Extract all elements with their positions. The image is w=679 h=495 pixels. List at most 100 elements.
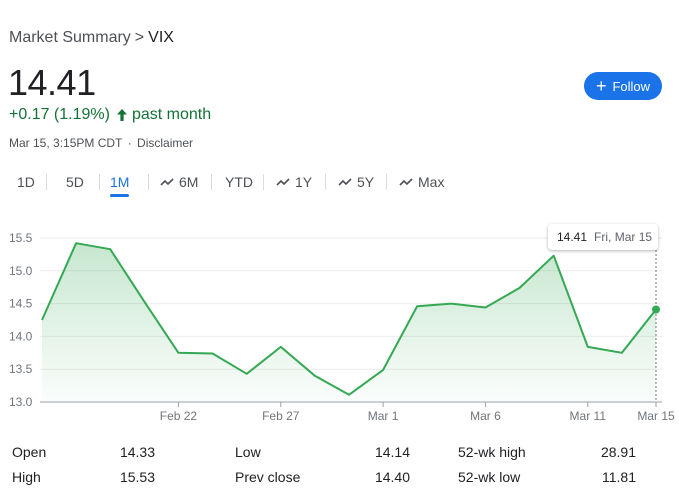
trend-line-icon	[276, 178, 290, 186]
tab-divider	[148, 174, 149, 190]
tab-1d[interactable]: 1D	[17, 170, 35, 194]
tab-divider	[386, 174, 387, 190]
tab-label: 5D	[66, 174, 84, 190]
active-tab-indicator	[110, 194, 130, 197]
stat-value: 11.81	[602, 469, 636, 485]
chart-tooltip: 14.41 Fri, Mar 15	[548, 224, 658, 250]
tab-label: 1Y	[295, 174, 313, 190]
hover-point-marker	[652, 305, 660, 314]
x-tick-label: Mar 11	[570, 409, 607, 423]
data-point[interactable]	[381, 368, 385, 372]
tab-5d[interactable]: 5D	[66, 170, 84, 194]
data-point[interactable]	[279, 345, 283, 349]
y-tick-label: 13.5	[9, 362, 33, 376]
tab-divider	[211, 174, 212, 190]
tab-label: Max	[418, 174, 445, 190]
tab-1y[interactable]: 1Y	[276, 170, 312, 194]
y-tick-label: 15.0	[9, 264, 33, 278]
price-line-chart[interactable]: 15.5 15.0 14.5 14.0 13.5 13.0 Feb 22 Feb 27 Mar…	[0, 215, 679, 430]
price-change-period: past month	[131, 106, 212, 123]
follow-button[interactable]: + Follow	[584, 72, 662, 100]
series-area-fill	[42, 243, 656, 402]
stat-label: Open	[12, 444, 47, 460]
x-tick-label: Feb 22	[160, 409, 198, 423]
stat-low: Low 14.14	[235, 444, 410, 462]
data-point[interactable]	[108, 247, 112, 251]
price-change-value: +0.17 (1.19%)	[9, 106, 110, 123]
quote-timestamp-line: Mar 15, 3:15PM CDT · Disclaimer	[9, 136, 193, 150]
tab-label: 1D	[17, 174, 35, 190]
data-point[interactable]	[313, 374, 317, 378]
x-tick-label: Mar 1	[368, 409, 399, 423]
data-point[interactable]	[415, 304, 419, 308]
tab-divider	[325, 174, 326, 190]
stat-value: 14.33	[119, 444, 155, 460]
data-point[interactable]	[176, 351, 180, 355]
stat-value: 15.53	[119, 469, 155, 485]
plus-icon: +	[595, 76, 607, 96]
stat-value: 28.91	[600, 444, 636, 460]
arrow-up-icon	[116, 109, 127, 121]
data-point[interactable]	[620, 351, 624, 355]
bullet-separator: ·	[124, 136, 136, 150]
stat-high: High 15.53	[12, 469, 155, 487]
tab-label: 1M	[110, 174, 130, 190]
tab-6m[interactable]: 6M	[160, 170, 198, 194]
time-range-tabs: 1D 5D 1M 6M YTD 1Y 5Y Max	[0, 170, 679, 197]
trend-line-icon	[399, 178, 413, 186]
data-point[interactable]	[347, 393, 351, 397]
tab-1m[interactable]: 1M	[110, 170, 130, 197]
price-change: +0.17 (1.19%) past month	[9, 106, 211, 124]
stat-52wk-high: 52-wk high 28.91	[458, 444, 636, 462]
stat-label: Prev close	[235, 469, 301, 485]
x-tick-label: Mar 15	[637, 409, 675, 423]
tooltip-date: Fri, Mar 15	[594, 230, 653, 244]
tab-divider	[263, 174, 264, 190]
tab-5y[interactable]: 5Y	[338, 170, 374, 194]
stat-label: High	[12, 469, 41, 485]
follow-button-label: Follow	[612, 78, 651, 94]
stat-value: 14.40	[374, 469, 410, 485]
tooltip-value: 14.41	[557, 230, 588, 244]
tab-label: 5Y	[357, 174, 375, 190]
stat-label: 52-wk low	[458, 469, 521, 485]
y-tick-label: 15.5	[9, 231, 33, 245]
tab-divider	[46, 174, 47, 190]
data-point[interactable]	[586, 345, 590, 349]
stat-value: 14.14	[374, 444, 410, 460]
data-point[interactable]	[518, 286, 522, 290]
breadcrumb-current: VIX	[148, 29, 174, 46]
breadcrumb-parent-link[interactable]: Market Summary	[9, 29, 131, 46]
tab-divider	[99, 174, 100, 190]
stat-52wk-low: 52-wk low 11.81	[458, 469, 636, 487]
data-point[interactable]	[211, 351, 215, 355]
breadcrumb: Market Summary > VIX	[9, 29, 174, 47]
x-tick-label: Mar 6	[470, 409, 501, 423]
y-tick-label: 14.0	[9, 329, 33, 343]
stat-open: Open 14.33	[12, 444, 155, 462]
data-point[interactable]	[449, 302, 453, 306]
series-line	[41, 242, 657, 396]
data-point[interactable]	[142, 300, 146, 304]
stat-label: Low	[235, 444, 261, 460]
tab-ytd[interactable]: YTD	[225, 170, 253, 194]
data-point[interactable]	[245, 372, 249, 376]
data-point[interactable]	[483, 306, 487, 310]
stat-prev-close: Prev close 14.40	[235, 469, 410, 487]
y-tick-label: 14.5	[9, 297, 33, 311]
tab-max[interactable]: Max	[399, 170, 444, 194]
disclaimer-link[interactable]: Disclaimer	[137, 136, 194, 150]
data-point[interactable]	[552, 254, 556, 258]
data-point[interactable]	[40, 318, 44, 322]
x-tick-label: Feb 27	[262, 409, 300, 423]
tab-label: 6M	[179, 174, 199, 190]
current-price: 14.41	[8, 62, 96, 103]
trend-line-icon	[160, 178, 174, 186]
tab-label: YTD	[225, 174, 253, 190]
trend-line-icon	[338, 178, 352, 186]
data-point[interactable]	[74, 241, 78, 245]
quote-timestamp: Mar 15, 3:15PM CDT	[9, 136, 123, 150]
y-tick-label: 13.0	[9, 395, 33, 409]
breadcrumb-separator: >	[134, 29, 145, 46]
stat-label: 52-wk high	[458, 444, 526, 460]
